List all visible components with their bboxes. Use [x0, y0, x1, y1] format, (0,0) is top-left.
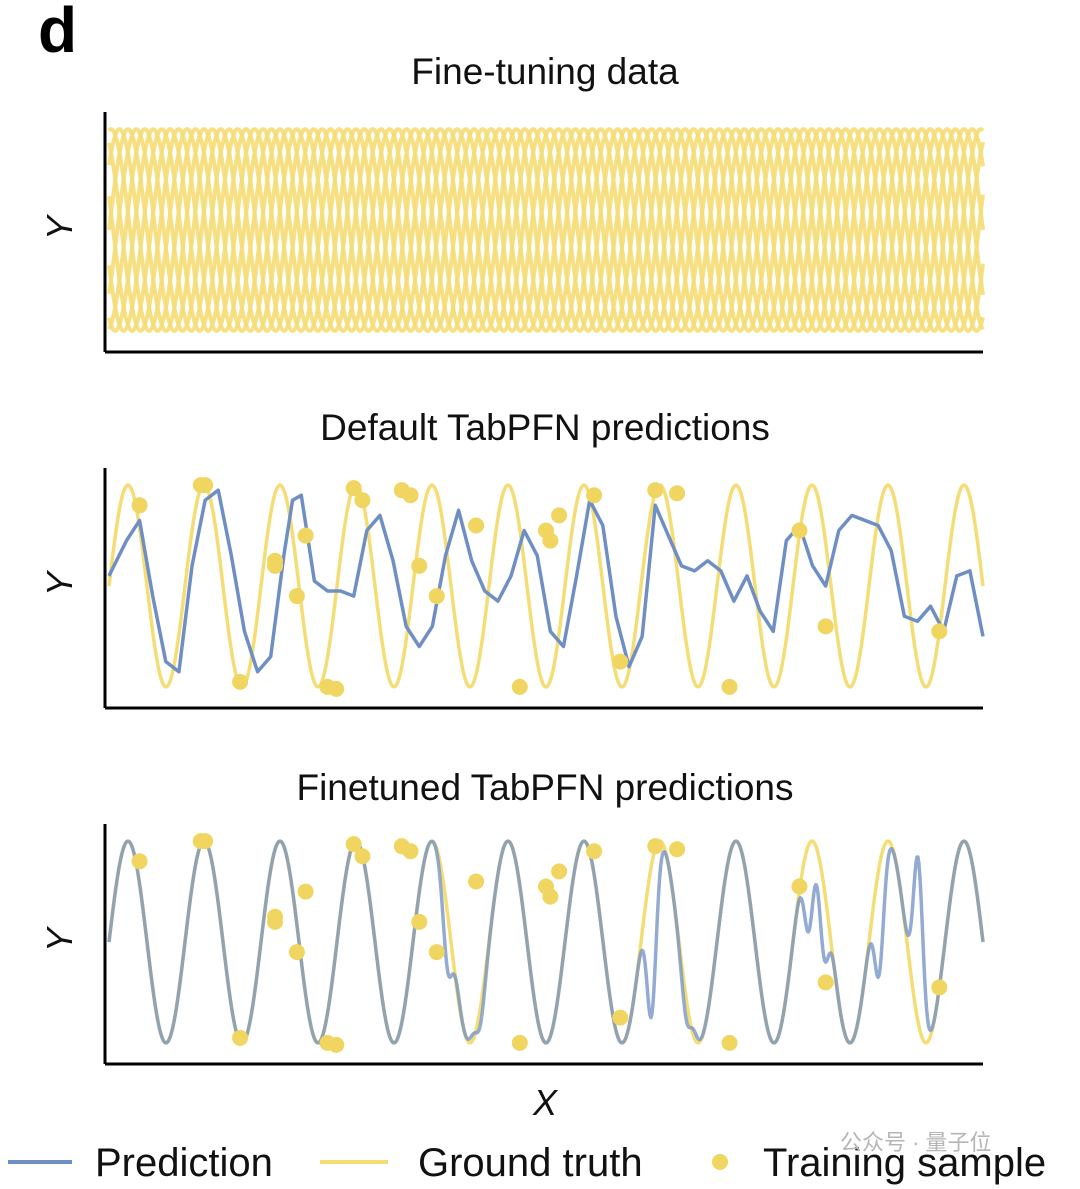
panel-2-training-sample: [428, 588, 445, 605]
panel-3-training-sample: [669, 841, 686, 858]
legend-training-sample-swatch: [712, 1154, 728, 1170]
panel-2-prediction-line: [107, 488, 985, 674]
panel-2-training-sample: [232, 673, 249, 690]
panel-3-training-sample: [551, 863, 568, 880]
panel-3-training-sample: [411, 913, 428, 930]
panel-2-training-sample: [817, 618, 834, 635]
panel-2-training-sample: [345, 480, 362, 497]
panel-2-training-sample: [931, 623, 948, 640]
legend-prediction-label: Prediction: [95, 1141, 273, 1185]
panel-3-training-sample: [586, 843, 603, 860]
panel-2-training-sample: [669, 485, 686, 502]
panel-2-training-sample: [468, 517, 485, 534]
panel-2-training-sample: [131, 497, 148, 514]
panel-2-training-sample: [267, 552, 284, 569]
legend-training-sample-label: Training sample: [763, 1141, 1046, 1185]
panel-3-training-sample: [354, 848, 371, 865]
panel-2-training-sample: [647, 482, 664, 499]
panel-2-training-sample: [511, 678, 528, 695]
panel-3-training-sample: [197, 833, 214, 850]
panel-2-training-sample: [402, 487, 419, 504]
panel-2-training-sample: [612, 653, 629, 670]
panel-3-training-sample: [542, 888, 559, 905]
x-axis-label: X: [532, 1082, 559, 1123]
watermark: 公众号 · 量子位: [840, 1130, 992, 1155]
panel-3-training-sample: [428, 944, 445, 961]
panel-2-plot: [103, 468, 985, 710]
panel-1-title: Fine-tuning data: [411, 51, 679, 92]
panel-3-training-sample: [267, 908, 284, 925]
panel-3-plot: [103, 824, 985, 1066]
panel-2-training-sample: [288, 588, 305, 605]
legend: Prediction Ground truth Training sample: [8, 1141, 1046, 1185]
panel-3-training-sample: [817, 974, 834, 991]
panel-3-training-sample: [721, 1034, 738, 1051]
panel-2-training-sample: [197, 477, 214, 494]
panel-3-y-label: Y: [39, 925, 80, 952]
panel-3-training-sample: [131, 853, 148, 870]
panel-1-ground-truth-line: [107, 127, 985, 333]
panel-3-training-sample: [288, 944, 305, 961]
panel-2-training-sample: [586, 487, 603, 504]
panel-3-training-sample: [468, 873, 485, 890]
panel-2-y-label: Y: [39, 569, 80, 596]
panel-2-training-sample: [297, 527, 314, 544]
panel-3-training-sample: [791, 878, 808, 895]
panel-2-training-sample: [551, 507, 568, 524]
panel-1-plot: [103, 112, 985, 354]
panel-2-training-sample: [542, 532, 559, 549]
panel-3-training-sample: [345, 836, 362, 853]
panel-2-training-sample: [354, 492, 371, 509]
panel-1-ground-truth-line: [107, 127, 985, 333]
panel-3-training-sample: [402, 843, 419, 860]
panel-1-y-label: Y: [39, 213, 80, 240]
panel-2-training-sample: [791, 522, 808, 539]
panel-3-training-sample: [328, 1036, 345, 1053]
panel-3-training-sample: [511, 1034, 528, 1051]
panel-3-title: Finetuned TabPFN predictions: [296, 767, 793, 808]
panel-3-training-sample: [647, 838, 664, 855]
panel-2-title: Default TabPFN predictions: [320, 407, 770, 448]
panel-3-training-sample: [931, 979, 948, 996]
panel-2-training-sample: [328, 680, 345, 697]
panel-3-ground-truth-line: [107, 839, 985, 1045]
panel-letter: d: [38, 0, 77, 66]
panel-3-training-sample: [612, 1009, 629, 1026]
legend-ground-truth-label: Ground truth: [418, 1141, 643, 1185]
panel-3-prediction-line: [107, 839, 985, 1045]
panel-3-training-sample: [232, 1029, 249, 1046]
panel-3-training-sample: [297, 883, 314, 900]
panel-2-ground-truth-line: [107, 483, 985, 689]
panel-2-training-sample: [411, 557, 428, 574]
panel-2-training-sample: [721, 678, 738, 695]
